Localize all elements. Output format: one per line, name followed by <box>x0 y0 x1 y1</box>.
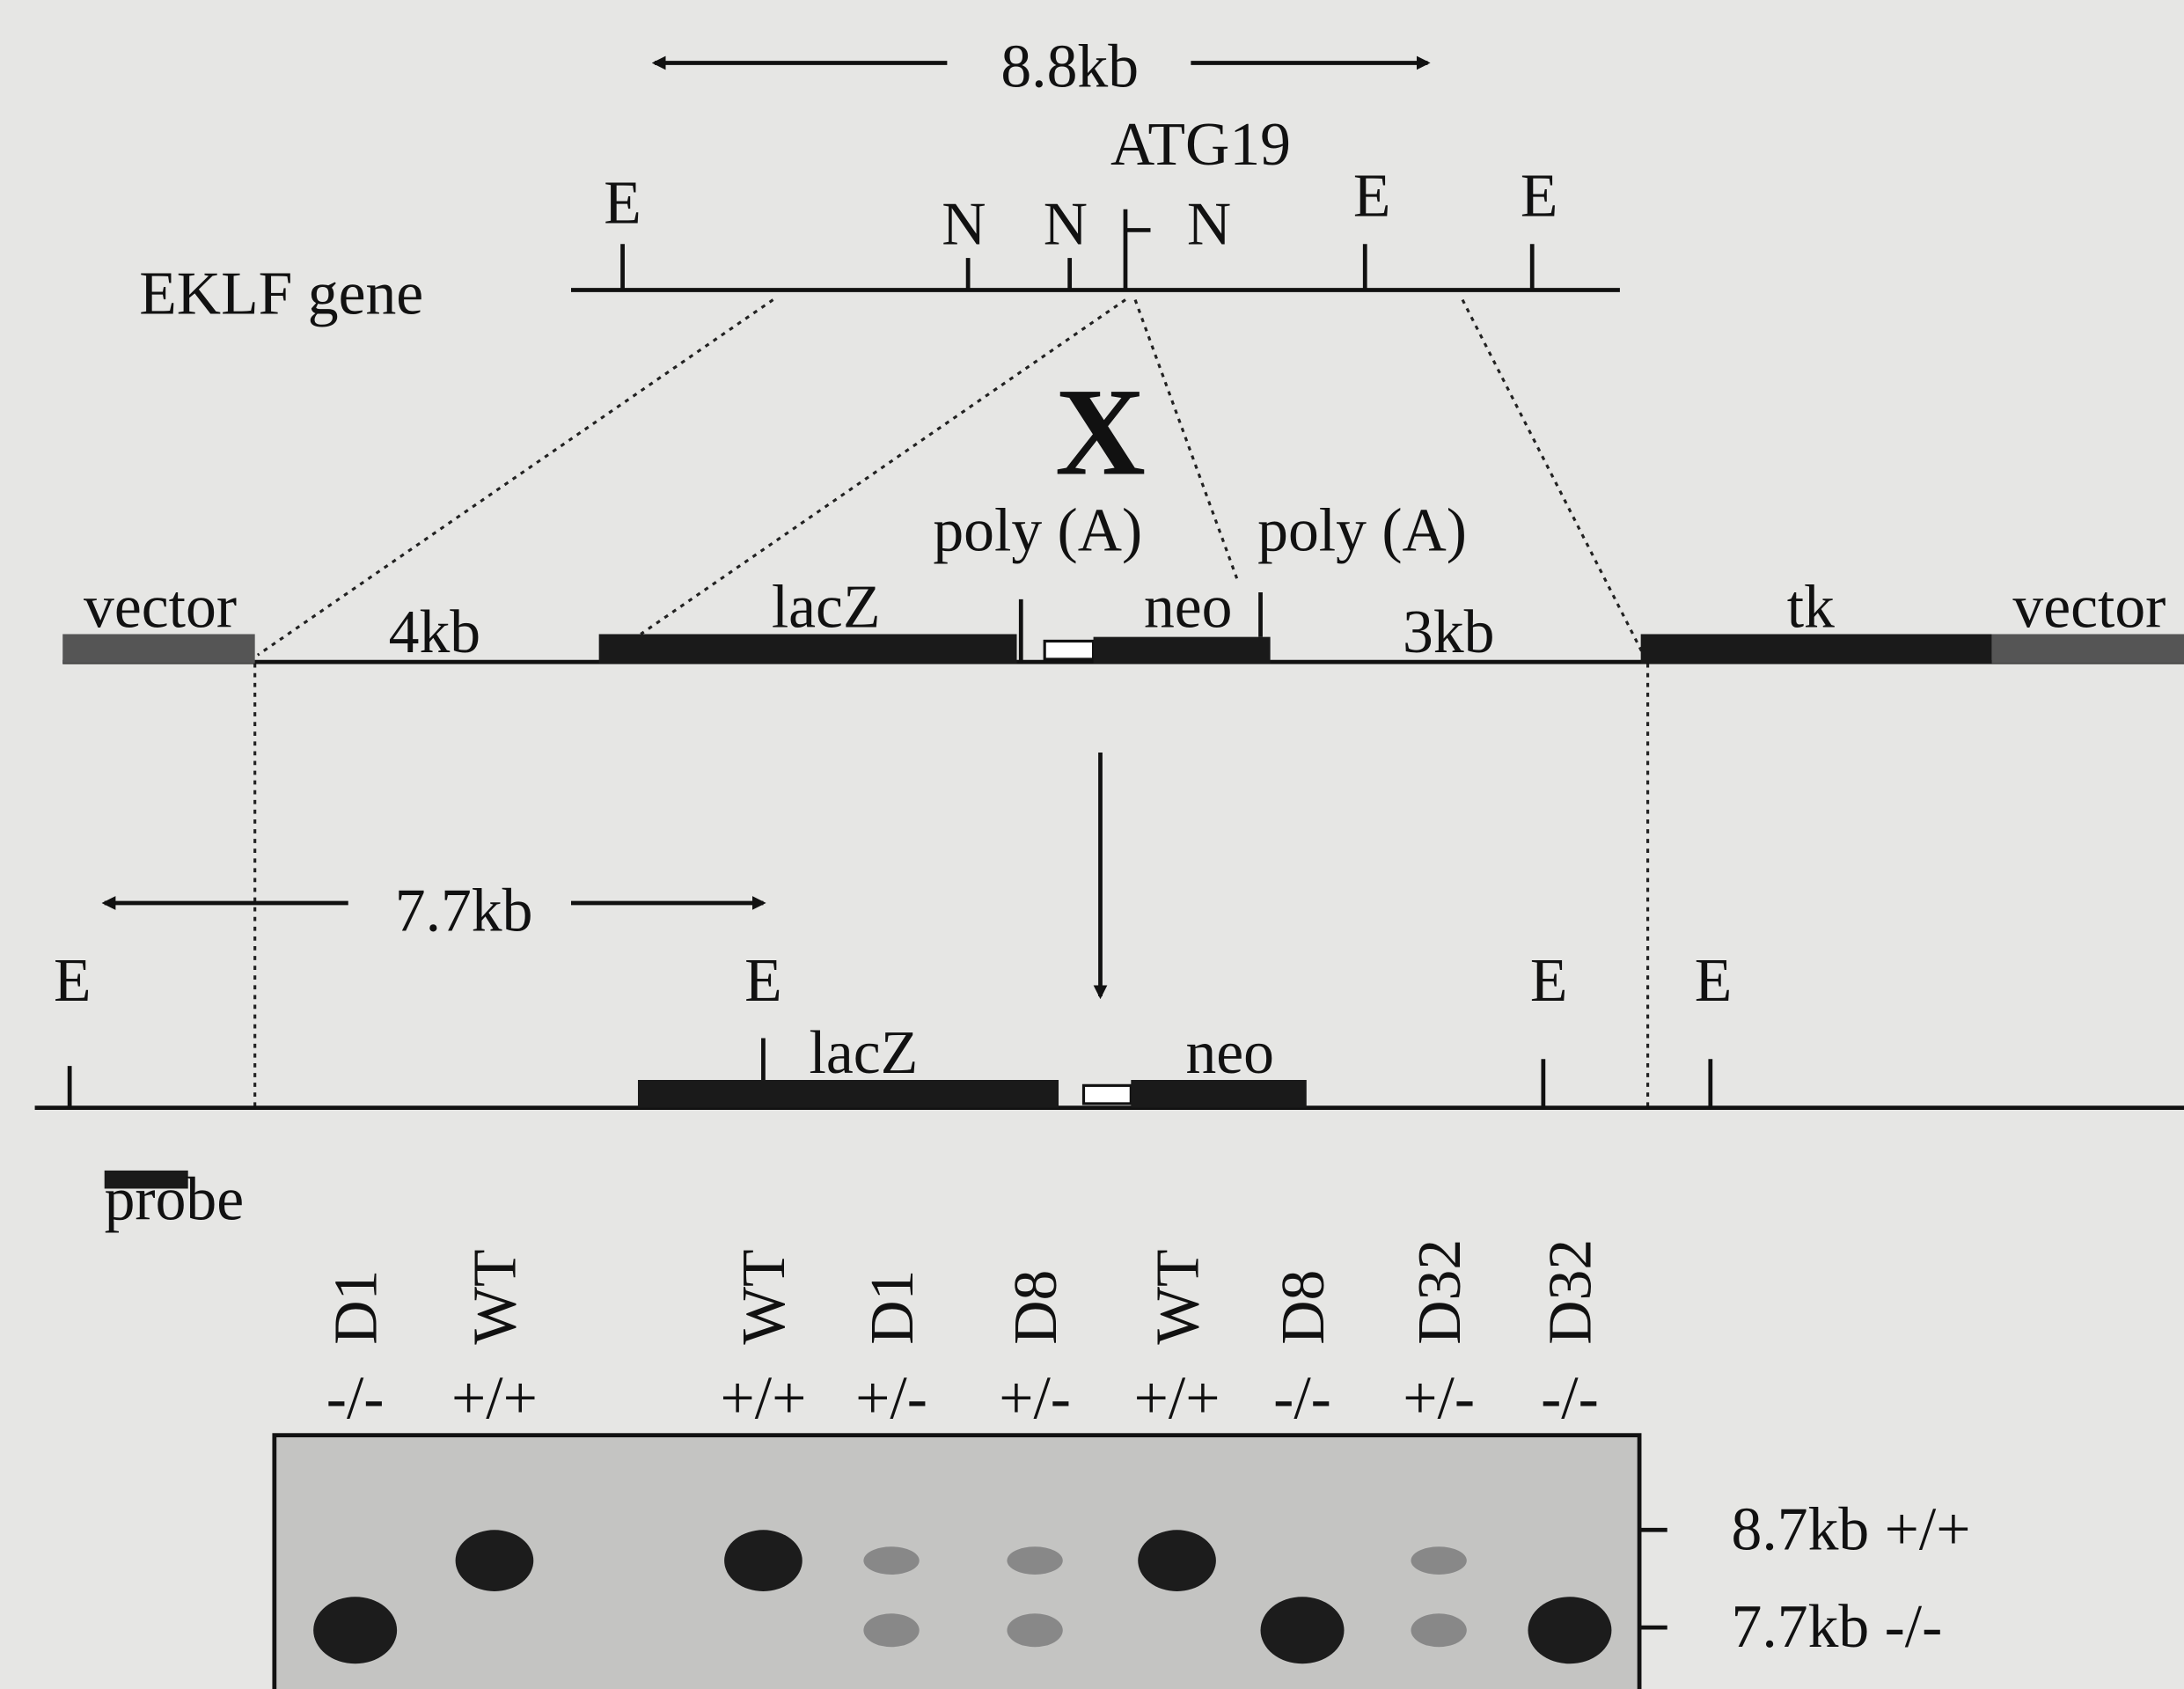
band <box>863 1546 919 1575</box>
site-label: E <box>1695 947 1733 1015</box>
band <box>1007 1546 1062 1575</box>
band-label: 7.7kb -/- <box>1732 1593 1943 1661</box>
band <box>1138 1530 1216 1591</box>
lane-genotype: -/- <box>1273 1365 1331 1433</box>
band <box>1411 1546 1466 1575</box>
lane-genotype: +/- <box>999 1365 1071 1433</box>
lane-genotype: +/- <box>1403 1365 1475 1433</box>
segment-label: neo <box>1185 1019 1274 1087</box>
segment-label: lacZ <box>810 1019 919 1087</box>
band <box>863 1613 919 1647</box>
lane-genotype: +/- <box>855 1365 927 1433</box>
segment-label: lacZ <box>772 574 881 642</box>
atg-label: ATG19 <box>1110 111 1291 179</box>
gene-label: EKLF gene <box>139 260 423 327</box>
lane-name: WT <box>1144 1250 1212 1345</box>
segment-label: neo <box>1144 574 1233 642</box>
lane-name: WT <box>462 1250 530 1345</box>
lane-name: D32 <box>1406 1239 1474 1345</box>
band-label: 8.7kb +/+ <box>1732 1495 1971 1563</box>
site-label: N <box>1187 190 1231 258</box>
segment-label: tk <box>1787 574 1835 642</box>
page: 8.8kb EKLF gene E N N N E E ATG19 X poly… <box>0 0 2184 1689</box>
lane-genotype: -/- <box>1541 1365 1599 1433</box>
band <box>1411 1613 1466 1647</box>
lane-name: D8 <box>1270 1270 1338 1345</box>
segment-label: vector <box>2012 574 2166 642</box>
band <box>456 1530 534 1591</box>
band <box>724 1530 803 1591</box>
lane-genotype: -/- <box>326 1365 385 1433</box>
lane-name: WT <box>730 1250 798 1345</box>
homology-lines <box>255 300 1648 1108</box>
site-label: E <box>1353 163 1391 231</box>
intron-box <box>1084 1085 1132 1104</box>
band <box>1528 1597 1611 1663</box>
band <box>1261 1597 1345 1663</box>
site-label: E <box>1521 163 1558 231</box>
lane-name: D32 <box>1537 1239 1605 1345</box>
site-label: E <box>54 947 92 1015</box>
lane-name: D8 <box>1002 1270 1070 1345</box>
polya-label: poly (A) <box>1257 497 1467 565</box>
band <box>1007 1613 1062 1647</box>
site-label: N <box>942 190 986 258</box>
intron-box <box>1044 641 1093 659</box>
site-label: N <box>1044 190 1088 258</box>
segment-label: 3kb <box>1403 598 1494 666</box>
segment-label: vector <box>84 574 237 642</box>
site-label: E <box>1530 947 1568 1015</box>
probe-label: probe <box>105 1165 245 1233</box>
site-label: E <box>604 170 641 238</box>
polya-label: poly (A) <box>933 497 1142 565</box>
lane-genotype: +/+ <box>720 1365 806 1433</box>
site-label: E <box>744 947 782 1015</box>
band <box>313 1597 397 1663</box>
lane-name: D1 <box>859 1270 927 1345</box>
lane-name: D1 <box>322 1270 390 1345</box>
lane-genotype: +/+ <box>1134 1365 1220 1433</box>
scale-label: 8.8kb <box>1000 33 1139 100</box>
crossover: X <box>1055 362 1146 501</box>
lane-genotype: +/+ <box>451 1365 538 1433</box>
figure: 8.8kb EKLF gene E N N N E E ATG19 X poly… <box>0 0 2184 1689</box>
segment-label: 4kb <box>389 598 480 666</box>
scale-label: 7.7kb <box>395 878 533 945</box>
